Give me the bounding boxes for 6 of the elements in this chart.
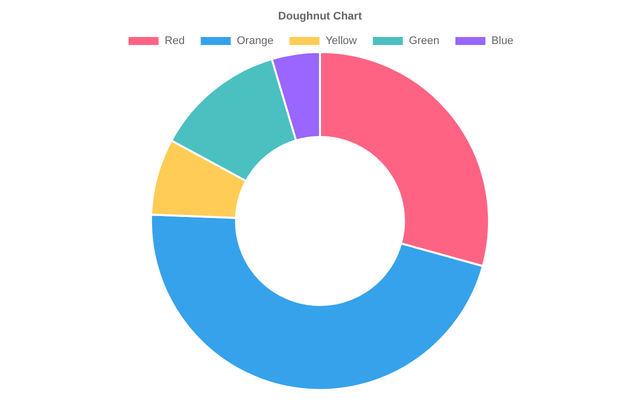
legend-label: Blue xyxy=(491,35,514,47)
legend-label: Red xyxy=(164,35,185,47)
legend-label: Green xyxy=(408,35,440,47)
legend-label: Orange xyxy=(236,35,274,47)
legend-label: Yellow xyxy=(325,35,357,47)
chart-title: Doughnut Chart xyxy=(278,10,362,22)
